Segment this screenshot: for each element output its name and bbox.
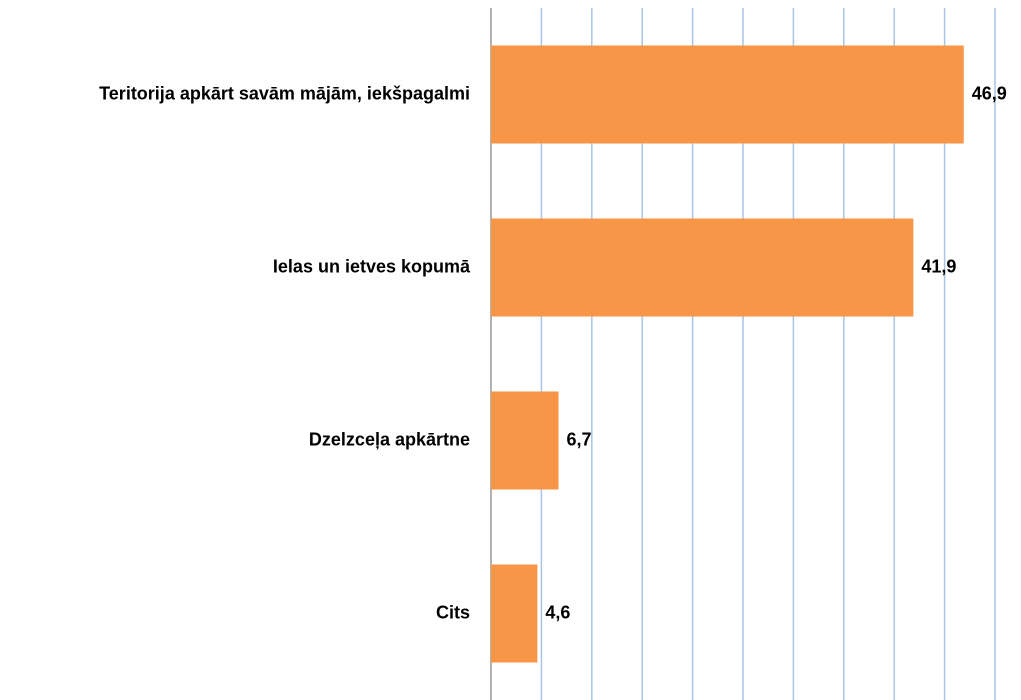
category-label: Dzelzceļa apkārtne — [309, 429, 470, 449]
value-label: 6,7 — [567, 429, 592, 449]
value-label: 41,9 — [921, 256, 956, 276]
bar — [491, 391, 559, 490]
value-label: 4,6 — [545, 602, 570, 622]
category-label: Cits — [436, 602, 470, 622]
category-label: Ielas un ietves kopumā — [273, 256, 471, 276]
bar — [491, 45, 964, 144]
value-label: 46,9 — [972, 83, 1007, 103]
category-label: Teritorija apkārt savām mājām, iekšpagal… — [99, 83, 470, 103]
bar — [491, 218, 914, 317]
bar — [491, 564, 538, 663]
